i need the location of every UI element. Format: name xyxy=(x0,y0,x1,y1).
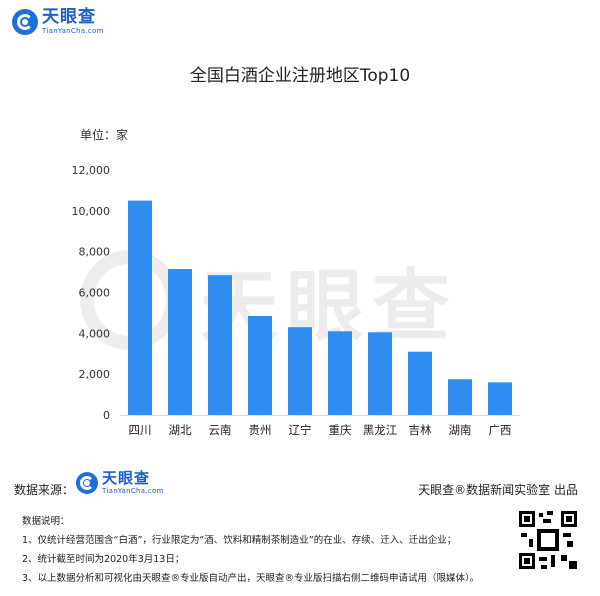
source-logo: 天眼查 TianYanCha.com xyxy=(76,471,164,495)
bar-5 xyxy=(328,331,352,415)
y-tick-label: 4,000 xyxy=(79,327,111,340)
x-tick-label: 吉林 xyxy=(409,423,432,437)
bar-2 xyxy=(208,275,232,415)
bar-0 xyxy=(128,200,152,415)
source-label: 数据来源： xyxy=(14,483,75,497)
source-eye-logo-icon xyxy=(76,472,98,494)
bar-7 xyxy=(408,351,432,415)
y-tick-label: 2,000 xyxy=(79,368,111,381)
note-2: 2、统计截至时间为2020年3月13日； xyxy=(22,554,185,565)
bar-3 xyxy=(248,315,272,415)
note-1: 1、仅统计经营范围含“白酒”，行业限定为“酒、饮料和精制茶制造业”的在业、存续、… xyxy=(22,535,457,546)
x-tick-label: 湖北 xyxy=(169,423,192,437)
note-3: 3、以上数据分析和可视化由天眼查®专业版自动产出，天眼查®专业版扫描右侧二维码申… xyxy=(22,573,480,584)
bar-4 xyxy=(288,327,312,415)
x-tick-label: 四川 xyxy=(129,423,152,437)
bar-9 xyxy=(488,382,512,415)
chart-title: 全国白酒企业注册地区Top10 xyxy=(189,66,411,86)
x-tick-label: 黑龙江 xyxy=(363,423,398,437)
y-tick-label: 6,000 xyxy=(79,287,111,300)
bar-8 xyxy=(448,379,472,415)
x-tick-label: 广西 xyxy=(489,423,512,437)
x-tick-label: 湖南 xyxy=(449,423,472,437)
brand-domain: TianYanCha.com xyxy=(42,27,104,35)
y-tick-label: 8,000 xyxy=(79,246,111,259)
bar-chart: 0 2,000 4,000 6,000 8,000 10,000 12,000 四川 湖北 云南 贵… xyxy=(72,164,520,437)
x-tick-label: 贵州 xyxy=(249,423,272,437)
x-tick-label: 云南 xyxy=(209,423,232,437)
x-tick-label: 重庆 xyxy=(329,423,352,437)
y-tick-label: 12,000 xyxy=(72,164,111,177)
unit-label: 单位：家 xyxy=(80,128,129,142)
brand-logo: 天眼查 TianYanCha.com xyxy=(12,9,104,35)
x-tick-label: 辽宁 xyxy=(289,423,312,437)
qr-code[interactable] xyxy=(517,509,579,571)
source-brand-name: 天眼查 xyxy=(102,469,151,487)
y-tick-label: 10,000 xyxy=(72,205,111,218)
notes-title: 数据说明： xyxy=(22,516,70,527)
publisher-credit: 天眼查®数据新闻实验室 出品 xyxy=(418,483,578,497)
bar-6 xyxy=(368,332,392,415)
bar-1 xyxy=(168,269,192,415)
brand-name: 天眼查 xyxy=(42,7,96,27)
eye-logo-icon xyxy=(12,9,38,35)
source-brand-domain: TianYanCha.com xyxy=(102,487,164,495)
y-tick-label: 0 xyxy=(103,409,110,422)
data-notes: 数据说明： 1、仅统计经营范围含“白酒”，行业限定为“酒、饮料和精制茶制造业”的… xyxy=(22,512,479,588)
